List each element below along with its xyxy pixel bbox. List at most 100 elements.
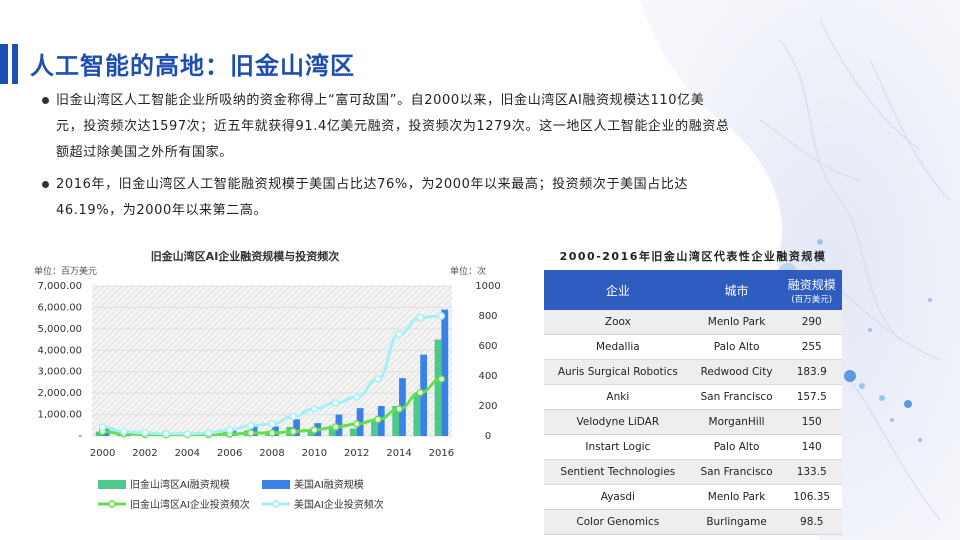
legend-label: 旧金山湾区AI融资规模 xyxy=(130,478,230,491)
series-point xyxy=(374,415,382,424)
bar xyxy=(229,428,237,436)
header-amount-label: 融资规模 xyxy=(787,277,836,292)
table-row: Color Genomics Burlingame 98.5 xyxy=(544,509,842,535)
series-point xyxy=(310,405,319,413)
title-accent-bar-secondary xyxy=(12,44,18,84)
table-row: Instart Logic Palo Alto 140 xyxy=(544,434,842,460)
x-tick-label: 2016 xyxy=(429,448,454,459)
cell-amount: 157.5 xyxy=(781,384,842,410)
table-row: Sentient Technologies San Francisco 133.5 xyxy=(544,459,842,485)
cell-amount: 140 xyxy=(781,434,842,460)
bar xyxy=(441,309,449,436)
bullet-dot-icon xyxy=(42,181,49,188)
series-point xyxy=(374,375,382,383)
bar xyxy=(349,428,357,436)
cell-city: Palo Alto xyxy=(691,334,782,360)
y-left-tick-label: - xyxy=(78,431,82,442)
header-amount-unit: (百万美元) xyxy=(791,294,833,305)
header-company: 企业 xyxy=(544,270,692,310)
y-left-tick-label: 7,000.00 xyxy=(37,281,82,292)
bullet-text: 2016年，旧金山湾区人工智能融资规模于美国占比达76%，为2000年以来最高；… xyxy=(56,177,689,218)
cell-city: San Francisco xyxy=(691,384,782,410)
legend-swatch xyxy=(262,480,290,489)
series-point xyxy=(395,405,403,413)
series-point xyxy=(120,427,128,436)
bullet-point: 旧金山湾区人工智能企业所吸纳的资金称得上“富可敌国”。自2000以来，旧金山湾区… xyxy=(40,88,730,166)
y-right-tick-label: 600 xyxy=(478,341,497,352)
y-right-tick-label: 200 xyxy=(478,401,497,412)
cell-amount: 133.5 xyxy=(781,459,842,485)
series-point xyxy=(225,426,234,434)
cell-amount: 150 xyxy=(781,409,842,435)
bar xyxy=(434,339,442,436)
series-point xyxy=(289,412,297,421)
cell-amount: 98.5 xyxy=(781,509,842,535)
cell-city: Menlo Park xyxy=(691,310,782,335)
title-accent-bar xyxy=(0,44,8,84)
funding-chart-svg: 旧金山湾区AI企业融资规模与投资频次 单位：百万美元 单位：次 - 1,000.0… xyxy=(34,249,501,511)
y-right-tick-label: 1000 xyxy=(475,281,500,292)
bar xyxy=(335,414,343,436)
header-city: 城市 xyxy=(691,270,782,310)
legend-label: 旧金山湾区AI企业投资频次 xyxy=(130,498,250,511)
legend-label: 美国AI企业投资频次 xyxy=(294,498,384,511)
cell-company: Velodyne LiDAR xyxy=(544,409,692,435)
table-row: Zoox Menlo Park 290 xyxy=(544,310,842,335)
series-point xyxy=(141,429,149,437)
series-point xyxy=(162,430,170,438)
series-point xyxy=(437,375,446,383)
x-tick-label: 2010 xyxy=(302,448,327,459)
y-right-tick-label: 400 xyxy=(478,371,497,382)
cell-city: Menlo Park xyxy=(691,484,782,510)
series-point xyxy=(98,423,107,431)
bar xyxy=(356,408,364,436)
series-point xyxy=(352,393,361,401)
legend-label: 美国AI融资规模 xyxy=(294,478,364,491)
series-point xyxy=(204,429,213,437)
series-point xyxy=(416,313,424,322)
cell-amount: 255 xyxy=(781,334,842,360)
page-title: 人工智能的高地：旧金山湾区 xyxy=(30,52,355,80)
series-point xyxy=(310,426,319,434)
series-point xyxy=(268,429,276,437)
series-point xyxy=(289,427,297,436)
x-tick-label: 2004 xyxy=(175,448,200,459)
x-tick-label: 2000 xyxy=(90,448,115,459)
cell-city: Palo Alto xyxy=(691,434,782,460)
cell-city: Burlingame xyxy=(691,509,782,535)
table-row: Medallia Palo Alto 255 xyxy=(544,334,842,360)
y-left-tick-label: 6,000.00 xyxy=(37,302,82,313)
x-tick-label: 2014 xyxy=(386,448,411,459)
cell-company: Anki xyxy=(544,384,692,410)
bar xyxy=(307,429,315,436)
series-point xyxy=(247,429,255,437)
y-left-tick-label: 4,000.00 xyxy=(37,345,82,356)
y-left-tick-label: 1,000.00 xyxy=(37,410,82,421)
x-tick-label: 2002 xyxy=(132,448,157,459)
table-row: Ayasdi Menlo Park 106.35 xyxy=(544,484,842,510)
cell-company: Medallia xyxy=(544,334,692,360)
bar xyxy=(413,393,421,436)
cell-company: Auris Surgical Robotics xyxy=(544,359,692,385)
bullet-point: 2016年，旧金山湾区人工智能融资规模于美国占比达76%，为2000年以来最高；… xyxy=(40,172,730,224)
x-tick-label: 2012 xyxy=(344,448,369,459)
y-left-tick-label: 3,000.00 xyxy=(37,367,82,378)
bar xyxy=(293,419,300,436)
bar xyxy=(328,425,336,436)
series-point xyxy=(268,420,276,428)
right-axis-unit: 单位：次 xyxy=(450,265,486,277)
series-point xyxy=(395,330,403,338)
funding-chart: 旧金山湾区AI企业融资规模与投资频次 单位：百万美元 单位：次 - 1,000.0… xyxy=(30,246,501,536)
cell-amount: 106.35 xyxy=(781,484,842,510)
y-left-tick-label: 2,000.00 xyxy=(37,388,82,399)
bar xyxy=(272,426,279,436)
cell-company: Sentient Technologies xyxy=(544,459,692,485)
table-header-row: 企业 城市 融资规模 (百万美元) xyxy=(544,270,842,310)
cell-company: Ayasdi xyxy=(544,484,692,510)
x-tick-label: 2006 xyxy=(217,448,242,459)
table-row: Anki San Francisco 157.5 xyxy=(544,384,842,410)
cell-amount: 290 xyxy=(781,310,842,335)
y-right-tick-label: 800 xyxy=(478,311,497,322)
y-left-tick-label: 5,000.00 xyxy=(37,324,82,335)
series-point xyxy=(416,388,424,397)
